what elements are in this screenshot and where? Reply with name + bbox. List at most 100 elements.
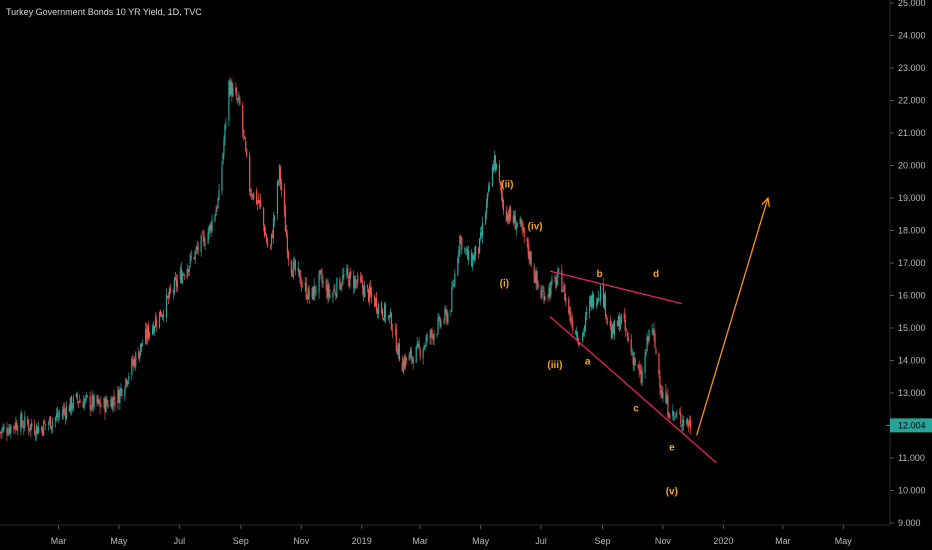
candle-body	[519, 218, 521, 225]
candle-body	[84, 397, 86, 401]
candle-body	[369, 286, 371, 301]
candle-body	[6, 428, 8, 435]
candle-body	[335, 293, 337, 297]
candle-body	[502, 199, 504, 211]
candle-body	[370, 292, 373, 297]
candle-body	[585, 315, 587, 327]
candle-body	[422, 349, 424, 359]
candle-body	[290, 260, 292, 274]
candle-body	[8, 428, 10, 435]
candle-body	[64, 411, 67, 418]
candle-body	[56, 412, 59, 418]
candle-body	[27, 418, 29, 425]
candle-body	[498, 164, 501, 181]
candle-body	[225, 122, 227, 124]
candle-body	[405, 357, 407, 361]
candle-body	[162, 314, 165, 317]
candle-body	[572, 320, 574, 331]
candle-body	[196, 246, 198, 249]
candle-body	[301, 285, 303, 287]
candle-body	[599, 285, 602, 301]
candle-body	[318, 272, 320, 293]
candle-body	[450, 310, 452, 313]
price-tick-label: 25.000	[898, 0, 926, 8]
candle-body	[154, 318, 157, 328]
candle-body	[509, 207, 511, 218]
candle-body	[494, 154, 497, 170]
candle-body	[127, 381, 129, 385]
candle-body	[197, 247, 199, 251]
candle-body	[568, 298, 570, 313]
candle-body	[375, 298, 378, 311]
candle-body	[273, 215, 276, 221]
candle-body	[485, 202, 488, 214]
candle-body	[417, 343, 419, 346]
candle-body	[356, 282, 358, 284]
price-tick-label: 9.000	[898, 518, 921, 528]
candle-body	[584, 325, 586, 333]
candle-body	[598, 299, 601, 301]
time-tick-label: Jul	[174, 536, 186, 546]
candle-body	[357, 275, 359, 284]
candle-body	[42, 428, 44, 435]
candle-body	[23, 426, 25, 428]
candle-body	[65, 406, 67, 420]
candle-body	[355, 280, 357, 282]
candle-body	[334, 289, 336, 294]
candle-body	[188, 265, 190, 272]
projection-arrow-line	[696, 197, 769, 436]
candle-body	[266, 241, 269, 247]
candle-body	[426, 334, 428, 341]
wave-label: a	[585, 357, 591, 368]
candle-body	[175, 278, 177, 286]
candle-body	[322, 281, 324, 284]
price-series	[0, 77, 692, 442]
candle-body	[452, 285, 454, 288]
candle-body	[327, 284, 329, 299]
candle-body	[376, 309, 379, 313]
candle-body	[561, 270, 563, 292]
candle-body	[534, 276, 536, 284]
candle-body	[103, 398, 105, 408]
candle-body	[602, 284, 605, 307]
candle-body	[72, 397, 74, 409]
candle-body	[364, 285, 366, 298]
candle-body	[92, 395, 94, 408]
candle-body	[165, 294, 168, 318]
candle-body	[217, 198, 219, 208]
candle-body	[262, 207, 265, 225]
candle-body	[341, 285, 343, 286]
candle-body	[124, 389, 126, 398]
candle-body	[439, 318, 441, 326]
candle-body	[583, 331, 585, 333]
candle-body	[438, 316, 440, 319]
candle-body	[505, 210, 507, 222]
candle-body	[493, 156, 496, 170]
candle-body	[340, 286, 342, 288]
time-tick-label: May	[110, 536, 128, 546]
candle-body	[651, 330, 653, 332]
time-axis[interactable]: Mar May Jul Sep Nov 2019 Mar May Jul Sep Nov 2020 Ma…	[0, 524, 890, 546]
candle-body	[259, 200, 261, 203]
candle-body	[216, 207, 218, 210]
candle-body	[269, 244, 272, 246]
candle-body	[1, 429, 3, 433]
candle-body	[586, 312, 588, 315]
candle-body	[172, 290, 175, 293]
price-axis[interactable]: 25.000 24.000 23.000 22.000 21.000 20.000 19.0…	[886, 0, 932, 528]
candle-body	[16, 423, 18, 430]
candle-body	[458, 251, 460, 257]
candle-body	[271, 234, 274, 238]
candle-body	[224, 124, 226, 141]
candle-body	[278, 165, 281, 181]
candle-body	[501, 195, 504, 201]
candle-body	[180, 269, 182, 283]
candle-body	[190, 256, 192, 258]
candle-body	[250, 193, 252, 195]
candle-body	[638, 366, 640, 371]
candle-body	[558, 269, 560, 270]
candle-body	[419, 349, 421, 358]
candle-body	[83, 400, 85, 409]
candle-body	[481, 223, 484, 237]
